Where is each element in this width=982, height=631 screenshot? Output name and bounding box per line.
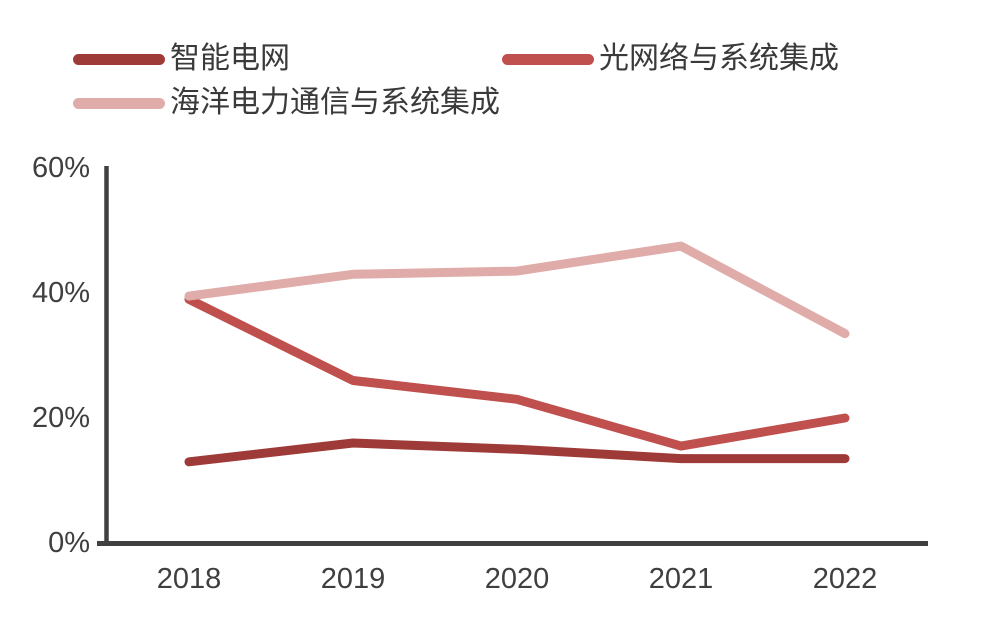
y-axis-tick-label: 20% <box>32 402 90 434</box>
x-axis-tick-label: 2021 <box>649 563 714 595</box>
y-axis-tick-label: 0% <box>48 527 90 559</box>
x-axis-tick-label: 2018 <box>157 563 222 595</box>
legend-line-swatch-icon <box>73 97 165 109</box>
legend-item-optical-network: 光网络与系统集成 <box>502 43 839 75</box>
x-axis-tick-label: 2019 <box>321 563 386 595</box>
legend-item-smart-grid: 智能电网 <box>73 43 290 75</box>
legend-line-swatch-icon <box>73 53 165 65</box>
legend-label: 光网络与系统集成 <box>599 42 839 75</box>
y-axis-tick-label: 60% <box>32 152 90 184</box>
legend-label: 智能电网 <box>170 42 290 75</box>
series-line-2 <box>184 241 850 339</box>
legend-line-swatch-icon <box>502 53 594 65</box>
series-line-1 <box>184 294 850 451</box>
legend-label: 海洋电力通信与系统集成 <box>170 86 500 119</box>
legend-item-marine-power: 海洋电力通信与系统集成 <box>73 87 500 119</box>
series-line-0 <box>184 438 850 467</box>
x-axis-tick-label: 2020 <box>485 563 550 595</box>
y-axis-tick-label: 40% <box>32 277 90 309</box>
x-axis-tick-label: 2022 <box>813 563 878 595</box>
